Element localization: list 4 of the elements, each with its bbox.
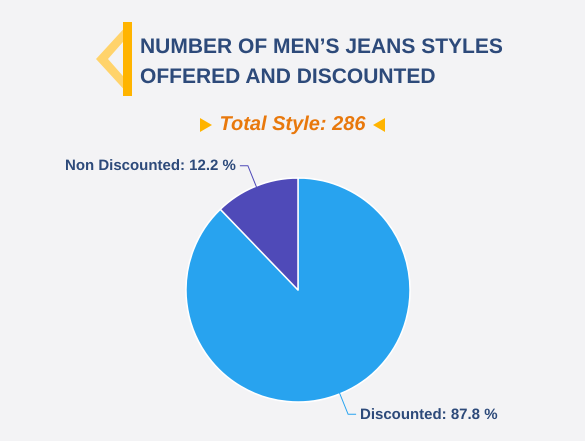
chart-title: NUMBER OF MEN’S JEANS STYLES OFFERED AND DISCOUNTED	[140, 34, 504, 90]
chart-subtitle: Total Style: 286	[220, 113, 366, 135]
slice-label: Discounted: 87.8 %	[360, 406, 498, 423]
slice-label: Non Discounted: 12.2 %	[65, 157, 236, 174]
